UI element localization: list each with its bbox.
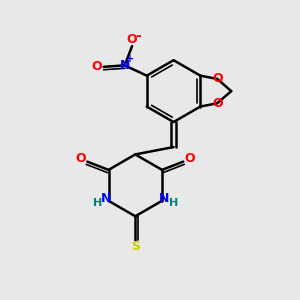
Text: O: O [212, 97, 223, 110]
Text: H: H [93, 198, 102, 208]
Text: O: O [184, 152, 195, 165]
Text: N: N [119, 59, 130, 72]
Text: O: O [127, 33, 137, 46]
Text: O: O [212, 73, 223, 85]
Text: H: H [169, 198, 178, 208]
Text: N: N [101, 192, 111, 205]
Text: O: O [92, 60, 102, 73]
Text: O: O [76, 152, 86, 165]
Text: +: + [126, 55, 134, 64]
Text: S: S [131, 240, 140, 253]
Text: N: N [159, 192, 170, 205]
Text: -: - [136, 29, 141, 43]
